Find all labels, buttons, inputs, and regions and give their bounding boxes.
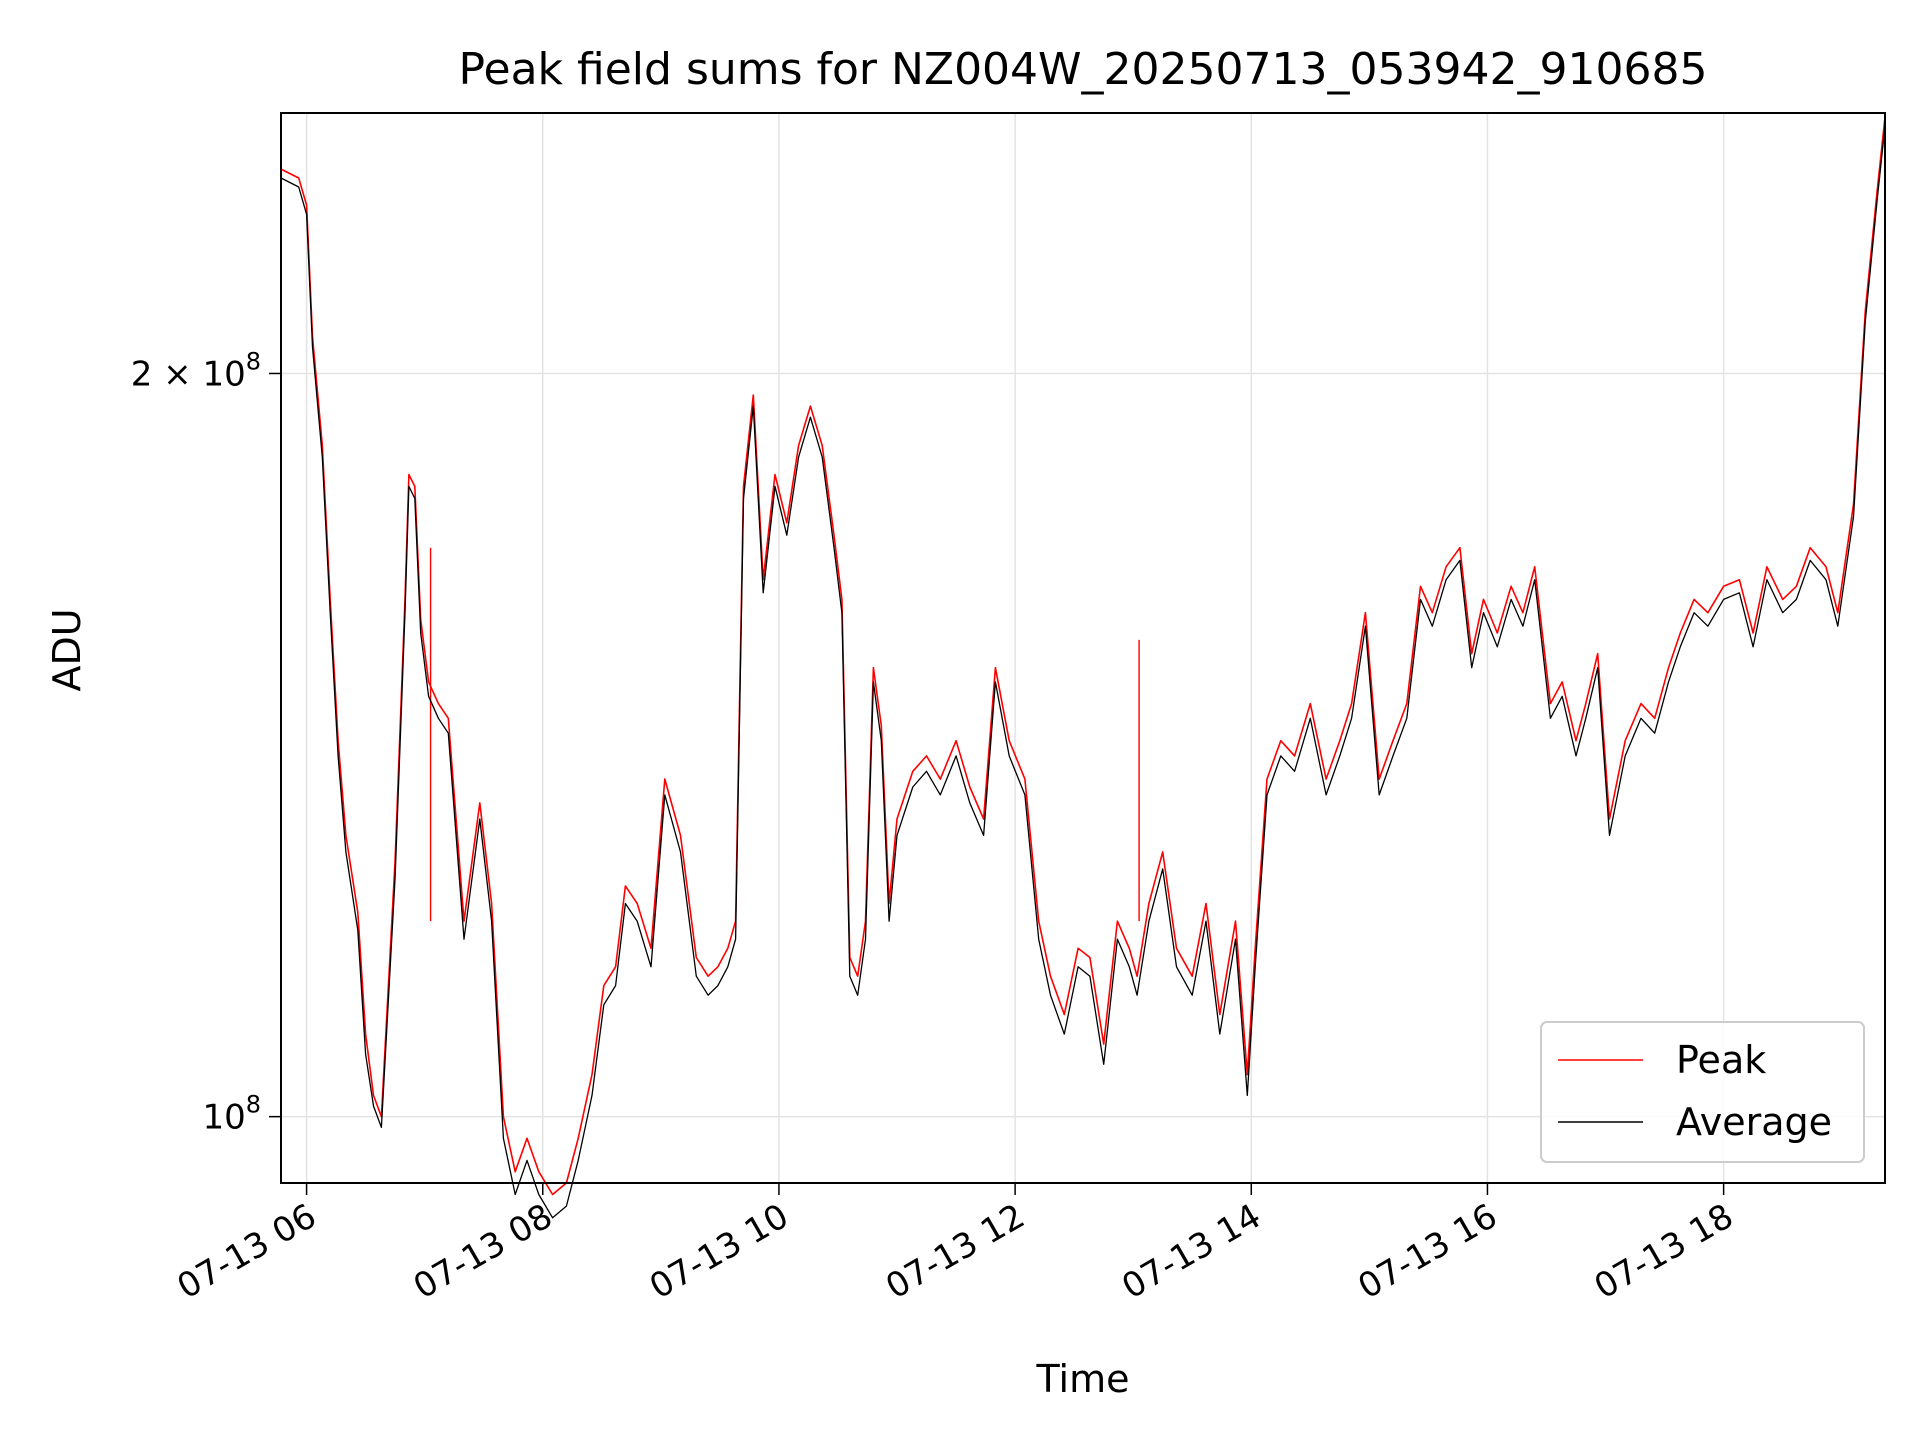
grid [281, 113, 1885, 1183]
y-tick-label: 2 × 108 [131, 347, 261, 394]
series-line-peak [280, 117, 1886, 1196]
legend-label-average: Average [1676, 1100, 1832, 1144]
legend: Peak Average [1540, 1021, 1865, 1163]
series-layer [280, 117, 1886, 1219]
y-tick-label: 108 [202, 1091, 261, 1138]
plot-frame [280, 112, 1886, 1184]
series-line-average [280, 125, 1886, 1219]
x-axis-label: Time [1036, 1357, 1130, 1401]
legend-label-peak: Peak [1676, 1038, 1766, 1082]
y-axis-label: ADU [45, 608, 89, 691]
y-axis: 108 2 × 108 [131, 347, 281, 1138]
legend-box [1540, 1021, 1865, 1163]
chart-title: Peak field sums for NZ004W_20250713_0539… [459, 44, 1708, 95]
